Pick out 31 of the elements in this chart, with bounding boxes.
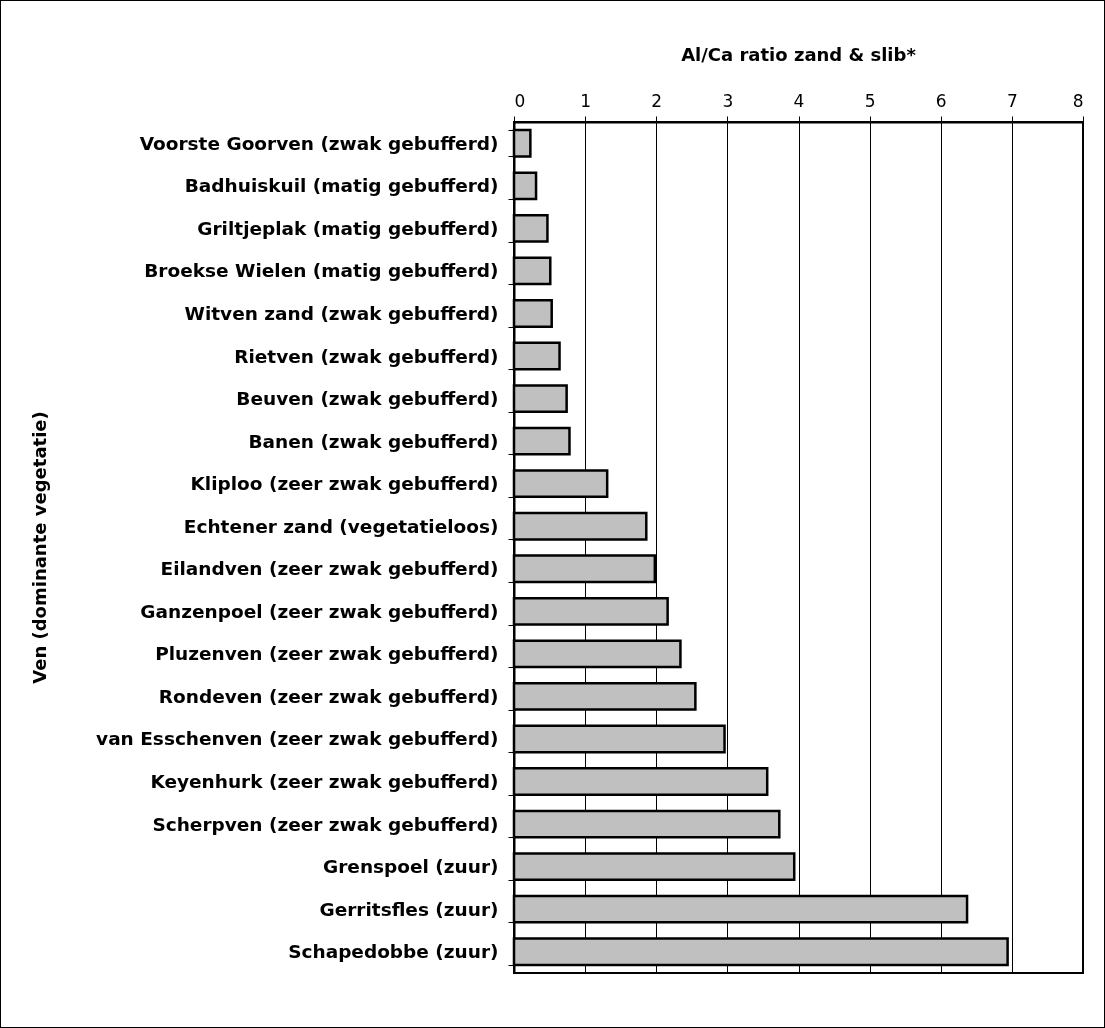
x-tick-label: 3 bbox=[722, 90, 734, 111]
y-tick-label: Witven zand (zwak gebufferd) bbox=[184, 302, 499, 324]
x-tick-label: 6 bbox=[935, 90, 947, 111]
y-tick-label: Badhuiskuil (matig gebufferd) bbox=[184, 175, 499, 197]
x-tick-label: 5 bbox=[864, 90, 876, 111]
x-tick-label: 2 bbox=[651, 90, 663, 111]
y-tick-label: Eilandven (zeer zwak gebufferd) bbox=[160, 558, 499, 580]
x-tick-label: 4 bbox=[793, 90, 805, 111]
y-tick-label: Gerritsfles (zuur) bbox=[319, 898, 499, 920]
y-tick-label: Schapedobbe (zuur) bbox=[288, 941, 499, 963]
x-axis-title: Al/Ca ratio zand & slib* bbox=[681, 43, 917, 65]
x-tick-label: 1 bbox=[580, 90, 592, 111]
x-tick-label: 8 bbox=[1072, 90, 1084, 111]
y-tick-label: Ganzenpoel (zeer zwak gebufferd) bbox=[140, 600, 499, 622]
y-tick-label: Scherpven (zeer zwak gebufferd) bbox=[152, 813, 499, 835]
y-axis-title: Ven (dominante vegetatie) bbox=[28, 411, 50, 684]
y-tick-label: van Esschenven (zeer zwak gebufferd) bbox=[96, 728, 499, 750]
y-tick-label: Grenspoel (zuur) bbox=[323, 856, 499, 878]
y-tick-label: Banen (zwak gebufferd) bbox=[248, 430, 499, 452]
y-tick-label: Keyenhurk (zeer zwak gebufferd) bbox=[150, 771, 499, 793]
y-tick-label: Beuven (zwak gebufferd) bbox=[236, 388, 499, 410]
y-tick-label: Pluzenven (zeer zwak gebufferd) bbox=[155, 643, 499, 665]
y-tick-label: Echtener zand (vegetatieloos) bbox=[183, 515, 499, 537]
y-tick-label: Rietven (zwak gebufferd) bbox=[234, 345, 499, 367]
x-tick-label: 7 bbox=[1006, 90, 1018, 111]
y-tick-label: Voorste Goorven (zwak gebufferd) bbox=[139, 132, 499, 154]
y-tick-label: Rondeven (zeer zwak gebufferd) bbox=[158, 685, 499, 707]
x-tick-label: 0 bbox=[514, 90, 526, 111]
y-tick-label: Griltjeplak (matig gebufferd) bbox=[197, 217, 499, 239]
y-tick-label: Kliploo (zeer zwak gebufferd) bbox=[190, 473, 499, 495]
y-tick-label: Broekse Wielen (matig gebufferd) bbox=[144, 260, 499, 282]
